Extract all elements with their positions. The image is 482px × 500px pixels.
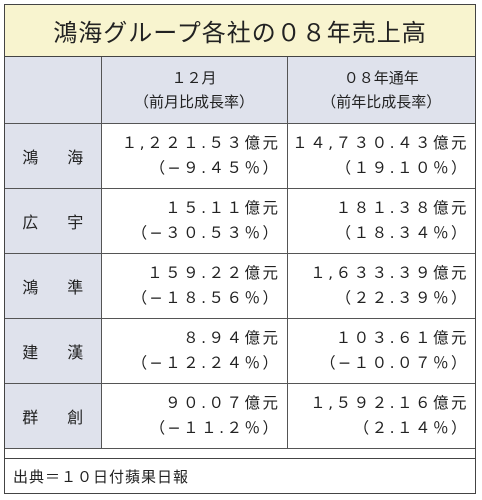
table-row: 鴻 海 １,２２１.５３億元 （−９.４５％） １４,７３０.４３億元 （１９.… bbox=[5, 123, 475, 189]
sales-table: １２月 （前月比成長率） ０８年通年 （前年比成長率） 鴻 海 １,２２１.５３… bbox=[5, 57, 475, 449]
company-name: 群 創 bbox=[5, 383, 102, 449]
sales-table-frame: 鴻海グループ各社の０８年売上高 １２月 （前月比成長率） ０８年通年 （前年比成… bbox=[4, 4, 476, 494]
header-row: １２月 （前月比成長率） ０８年通年 （前年比成長率） bbox=[5, 57, 475, 124]
full-year-value: １４,７３０.４３億元 bbox=[292, 134, 469, 152]
header-december-sub: （前月比成長率） bbox=[133, 93, 254, 111]
header-full-year-label: ０８年通年 bbox=[343, 69, 419, 87]
december-cell: ８.９４億元 （−１２.２４％） bbox=[100, 318, 288, 384]
company-name: 広 宇 bbox=[5, 188, 102, 254]
table-row: 群 創 ９０.０７億元 （−１１.２％） １,５９２.１６億元 （２.１４％） bbox=[5, 383, 475, 449]
full-year-value: １,５９２.１６億元 bbox=[310, 394, 469, 412]
december-value: ８.９４億元 bbox=[183, 329, 281, 347]
december-value: １５９.２２億元 bbox=[147, 264, 281, 282]
full-year-value: １,６３３.３９億元 bbox=[310, 264, 469, 282]
full-year-value: １８１.３８億元 bbox=[335, 199, 469, 217]
full-year-value: １０３.６１億元 bbox=[335, 329, 469, 347]
full-year-cell: １４,７３０.４３億元 （１９.１０％） bbox=[286, 123, 475, 189]
december-growth: （−９.４５％） bbox=[149, 159, 281, 177]
full-year-cell: １８１.３８億元 （１８.３４％） bbox=[286, 188, 475, 254]
header-blank-cell bbox=[5, 57, 102, 124]
december-cell: １,２２１.５３億元 （−９.４５％） bbox=[100, 123, 288, 189]
table-row: 建 漢 ８.９４億元 （−１２.２４％） １０３.６１億元 （−１０.０７％） bbox=[5, 318, 475, 384]
full-year-cell: １０３.６１億元 （−１０.０７％） bbox=[286, 318, 475, 384]
table-title: 鴻海グループ各社の０８年売上高 bbox=[5, 5, 475, 57]
december-growth: （−１８.５６％） bbox=[131, 289, 281, 307]
full-year-growth: （２２.３９％） bbox=[335, 289, 469, 307]
header-december-label: １２月 bbox=[171, 69, 217, 87]
december-value: １,２２１.５３億元 bbox=[121, 134, 281, 152]
header-december: １２月 （前月比成長率） bbox=[100, 57, 288, 124]
table-row: 鴻 準 １５９.２２億元 （−１８.５６％） １,６３３.３９億元 （２２.３９… bbox=[5, 253, 475, 319]
december-cell: ９０.０７億元 （−１１.２％） bbox=[100, 383, 288, 449]
full-year-cell: １,６３３.３９億元 （２２.３９％） bbox=[286, 253, 475, 319]
full-year-growth: （１９.１０％） bbox=[335, 159, 469, 177]
december-value: ９０.０７億元 bbox=[165, 394, 281, 412]
full-year-cell: １,５９２.１６億元 （２.１４％） bbox=[286, 383, 475, 449]
december-growth: （−１１.２％） bbox=[149, 419, 281, 437]
full-year-growth: （１８.３４％） bbox=[335, 224, 469, 242]
company-name: 鴻 準 bbox=[5, 253, 102, 319]
full-year-growth: （−１０.０７％） bbox=[320, 354, 469, 372]
source-note: 出典＝１０日付蘋果日報 bbox=[5, 458, 475, 493]
header-full-year-sub: （前年比成長率） bbox=[321, 93, 442, 111]
company-name: 鴻 海 bbox=[5, 123, 102, 189]
full-year-growth: （２.１４％） bbox=[353, 419, 469, 437]
header-full-year: ０８年通年 （前年比成長率） bbox=[286, 57, 475, 124]
december-growth: （−３０.５３％） bbox=[131, 224, 281, 242]
table-row: 広 宇 １５.１１億元 （−３０.５３％） １８１.３８億元 （１８.３４％） bbox=[5, 188, 475, 254]
company-name: 建 漢 bbox=[5, 318, 102, 384]
december-value: １５.１１億元 bbox=[165, 199, 281, 217]
december-growth: （−１２.２４％） bbox=[131, 354, 281, 372]
december-cell: １５.１１億元 （−３０.５３％） bbox=[100, 188, 288, 254]
december-cell: １５９.２２億元 （−１８.５６％） bbox=[100, 253, 288, 319]
